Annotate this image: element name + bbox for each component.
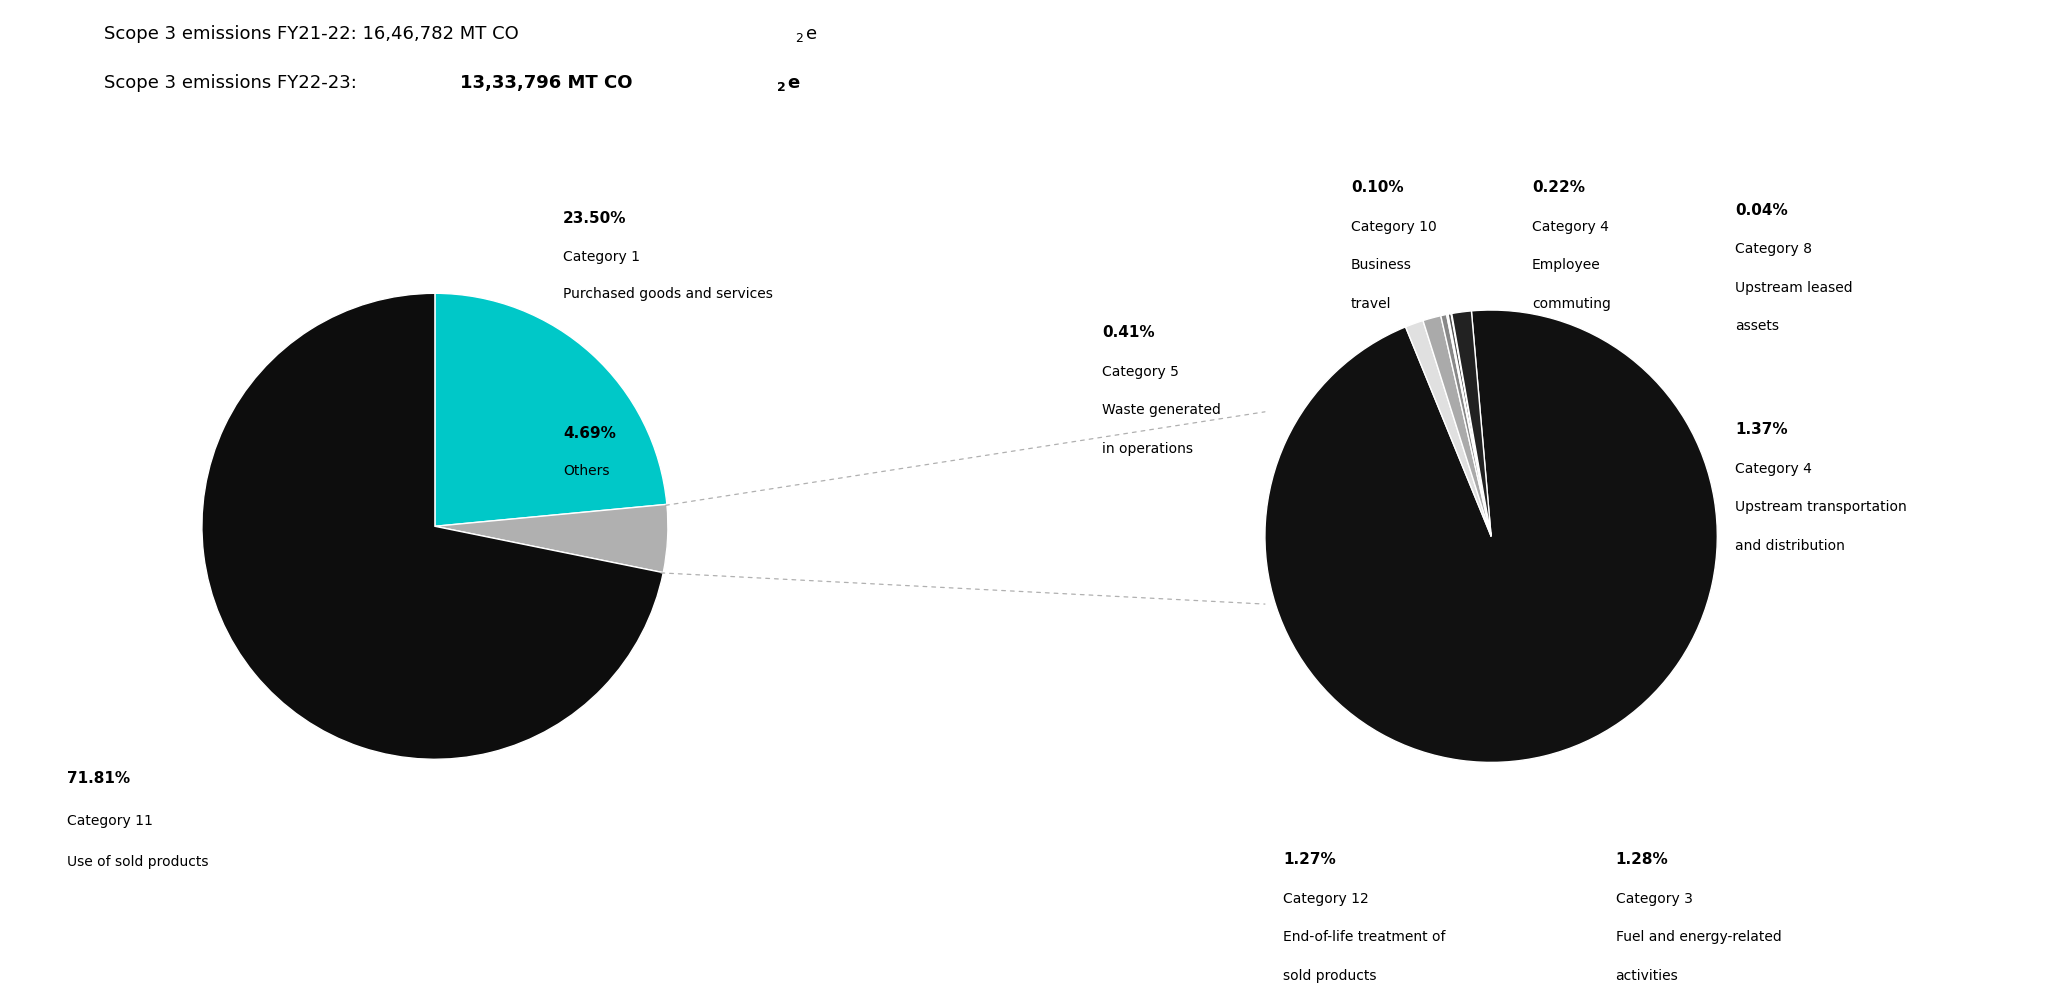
Text: 0.41%: 0.41% — [1102, 325, 1156, 341]
Wedge shape — [1446, 314, 1491, 536]
Text: 23.50%: 23.50% — [563, 212, 628, 226]
Text: Category 4: Category 4 — [1735, 462, 1812, 476]
Text: Upstream leased: Upstream leased — [1735, 281, 1854, 295]
Text: Category 5: Category 5 — [1102, 364, 1178, 378]
Text: 0.04%: 0.04% — [1735, 203, 1787, 218]
Text: 4.69%: 4.69% — [563, 426, 615, 441]
Text: Employee: Employee — [1533, 258, 1601, 272]
Text: Category 1: Category 1 — [563, 249, 640, 264]
Text: Category 4: Category 4 — [1533, 219, 1609, 234]
Text: e: e — [806, 25, 816, 43]
Text: Purchased goods and services: Purchased goods and services — [563, 287, 772, 301]
Text: 2: 2 — [777, 81, 785, 94]
Text: 1.28%: 1.28% — [1615, 852, 1669, 867]
Text: 13,33,796 MT CO: 13,33,796 MT CO — [460, 74, 632, 92]
Text: Waste generated: Waste generated — [1102, 403, 1222, 417]
Text: Business: Business — [1350, 258, 1412, 272]
Text: Category 11: Category 11 — [66, 813, 153, 827]
Text: End-of-life treatment of: End-of-life treatment of — [1284, 930, 1446, 944]
Text: assets: assets — [1735, 320, 1779, 334]
Text: Upstream transportation: Upstream transportation — [1735, 500, 1907, 514]
Wedge shape — [1448, 314, 1491, 536]
Text: Category 3: Category 3 — [1615, 892, 1692, 906]
Text: 0.10%: 0.10% — [1350, 181, 1404, 196]
Wedge shape — [203, 293, 663, 760]
Text: Category 8: Category 8 — [1735, 242, 1812, 256]
Text: travel: travel — [1350, 297, 1392, 311]
Wedge shape — [1452, 314, 1491, 536]
Text: Category 12: Category 12 — [1284, 892, 1369, 906]
Text: 71.81%: 71.81% — [66, 771, 130, 785]
Wedge shape — [435, 504, 667, 573]
Text: 1.27%: 1.27% — [1284, 852, 1336, 867]
Text: commuting: commuting — [1533, 297, 1611, 311]
Text: Use of sold products: Use of sold products — [66, 855, 209, 870]
Text: Scope 3 emissions FY21-22: 16,46,782 MT CO: Scope 3 emissions FY21-22: 16,46,782 MT … — [104, 25, 518, 43]
Wedge shape — [435, 293, 667, 526]
Wedge shape — [1265, 310, 1717, 763]
Wedge shape — [1423, 316, 1491, 536]
Text: Fuel and energy-related: Fuel and energy-related — [1615, 930, 1781, 944]
Wedge shape — [1441, 315, 1491, 536]
Text: sold products: sold products — [1284, 968, 1377, 982]
Text: 2: 2 — [795, 32, 804, 45]
Wedge shape — [1406, 321, 1491, 536]
Text: and distribution: and distribution — [1735, 539, 1845, 553]
Text: in operations: in operations — [1102, 442, 1193, 456]
Text: 1.37%: 1.37% — [1735, 422, 1787, 438]
Text: e: e — [787, 74, 799, 92]
Wedge shape — [1452, 311, 1491, 536]
Text: activities: activities — [1615, 968, 1678, 982]
Text: 0.22%: 0.22% — [1533, 181, 1584, 196]
Text: Others: Others — [563, 464, 609, 478]
Text: Scope 3 emissions FY22-23:: Scope 3 emissions FY22-23: — [104, 74, 362, 92]
Text: Category 10: Category 10 — [1350, 219, 1437, 234]
